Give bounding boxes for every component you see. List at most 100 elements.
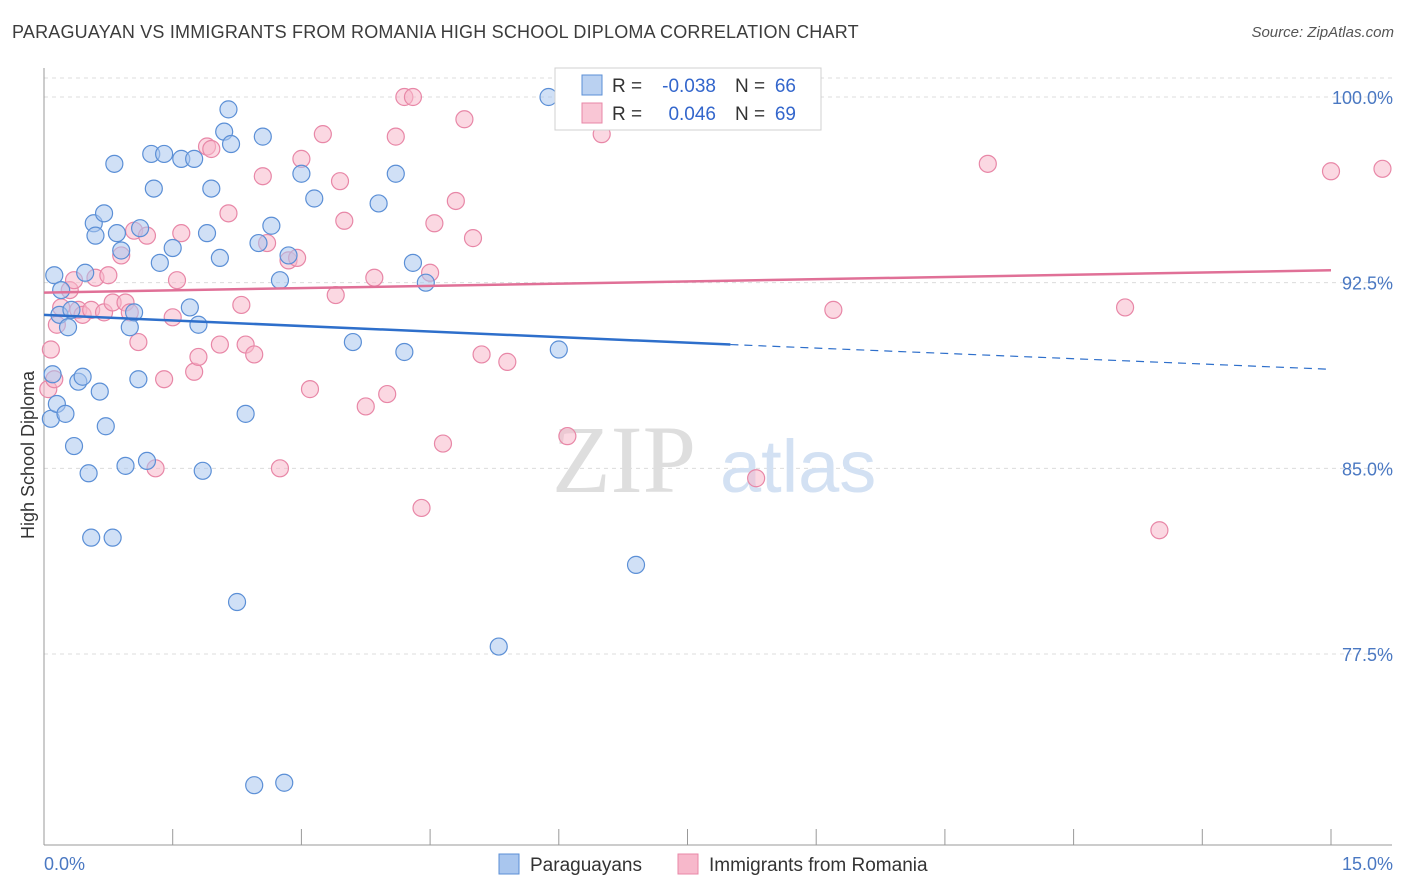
x-tick-label-min: 0.0% [44, 854, 85, 874]
series-legend-swatch-blue [498, 853, 520, 875]
paraguayan-point-44 [219, 100, 238, 119]
romania-point-18 [129, 332, 148, 352]
stats-legend: R = -0.038 N = 66 R = 0.046 N = 69 [554, 67, 822, 131]
romania-point-68 [1373, 159, 1392, 178]
series-legend: Paraguayans Immigrants from Romania [498, 853, 928, 876]
romania-point-56 [455, 110, 474, 129]
paraguayan-point-8 [62, 300, 81, 319]
paraguayan-point-12 [76, 263, 95, 282]
paraguayan-point-41 [202, 179, 221, 198]
y-tick-label-3: 100.0% [1332, 88, 1393, 108]
paraguayan-point-58 [369, 194, 388, 213]
paraguayan-points [41, 87, 646, 795]
paraguayan-point-29 [137, 451, 157, 471]
romania-point-66 [1150, 521, 1169, 540]
paraguayan-point-51 [262, 216, 281, 235]
romania-point-23 [167, 271, 187, 290]
paraguayan-point-55 [292, 164, 311, 183]
romania-point-21 [155, 370, 174, 389]
paraguayan-point-49 [249, 233, 268, 253]
romania-point-46 [365, 268, 384, 287]
romania-point-33 [245, 345, 264, 364]
romania-point-22 [163, 308, 182, 327]
paraguayan-point-9 [64, 436, 84, 456]
romania-point-64 [978, 154, 997, 173]
paraguayan-point-32 [150, 253, 169, 272]
paraguayan-point-53 [275, 773, 294, 792]
paraguayan-point-31 [144, 179, 163, 198]
romania-point-60 [558, 427, 577, 446]
paraguayan-point-38 [189, 315, 208, 334]
x-ticks [172, 829, 1332, 845]
romania-point-41 [313, 125, 332, 144]
romania-point-45 [356, 397, 375, 416]
y-tick-label-0: 77.5% [1342, 645, 1393, 665]
paraguayan-point-52 [270, 271, 290, 290]
paraguayan-point-24 [116, 456, 135, 475]
paraguayan-point-28 [130, 219, 150, 238]
axes [43, 68, 1392, 846]
paraguayan-point-65 [549, 340, 568, 359]
paraguayan-point-2 [45, 266, 64, 285]
stats-legend-r-label-blue: R = [612, 76, 642, 97]
paraguayan-point-23 [112, 241, 131, 260]
romania-trend-line [43, 269, 1332, 294]
paraguayan-point-26 [124, 303, 144, 322]
romania-point-54 [433, 434, 453, 453]
paraguayan-trend-extension [730, 343, 1332, 370]
paraguayan-point-6 [56, 404, 75, 423]
romania-point-58 [472, 345, 491, 364]
paraguayan-point-11 [73, 367, 92, 386]
romania-point-26 [189, 347, 208, 367]
paraguayan-point-54 [279, 246, 298, 265]
stats-legend-r-value-blue: -0.038 [662, 76, 716, 97]
paraguayan-point-36 [180, 298, 199, 317]
romania-point-43 [330, 172, 350, 191]
romania-point-48 [386, 127, 405, 146]
romania-point-65 [1115, 298, 1135, 317]
romania-point-24 [172, 224, 191, 243]
paraguayan-point-60 [395, 342, 414, 362]
romania-point-63 [824, 300, 843, 319]
paraguayan-point-59 [386, 164, 405, 183]
paraguayan-point-34 [163, 238, 182, 258]
paraguayan-point-33 [155, 144, 174, 164]
paraguayan-trend-line [43, 313, 731, 346]
stats-legend-n-label-pink: N = [735, 104, 765, 125]
series-legend-swatch-pink [677, 853, 699, 875]
paraguayan-point-46 [227, 592, 247, 612]
romania-point-34 [253, 167, 272, 186]
stats-legend-r-value-pink: 0.046 [668, 104, 716, 125]
stats-legend-r-label-pink: R = [612, 104, 642, 125]
source-credit: Source: ZipAtlas.com [1251, 24, 1394, 41]
stats-legend-n-label-blue: N = [735, 76, 765, 97]
paraguayan-point-18 [94, 204, 114, 223]
series-legend-label-blue: Paraguayans [530, 855, 642, 876]
romania-point-44 [335, 211, 354, 230]
paraguayan-point-40 [197, 224, 217, 243]
romania-point-55 [446, 191, 465, 211]
paraguayan-point-56 [305, 189, 324, 208]
paraguayan-point-13 [79, 464, 98, 483]
romania-point-53 [425, 214, 444, 233]
stats-legend-swatch-pink [581, 102, 603, 124]
paraguayan-point-27 [129, 370, 148, 389]
romania-point-59 [498, 352, 517, 371]
stats-legend-n-value-blue: 66 [775, 76, 796, 97]
chart-title: PARAGUAYAN VS IMMIGRANTS FROM ROMANIA HI… [12, 22, 859, 42]
paraguayan-point-50 [253, 127, 272, 146]
paraguayan-point-5 [52, 280, 71, 300]
paraguayan-point-16 [86, 226, 105, 245]
paraguayan-point-63 [489, 637, 508, 656]
paraguayan-point-64 [539, 87, 558, 107]
paraguayan-point-20 [103, 528, 122, 547]
romania-point-67 [1321, 162, 1341, 181]
stats-legend-swatch-blue [581, 74, 603, 96]
grid-lines [44, 77, 1392, 655]
romania-point-1 [41, 340, 60, 359]
paraguayan-point-21 [105, 154, 124, 173]
trend-lines [43, 269, 1332, 370]
romania-point-57 [463, 229, 483, 248]
paraguayan-point-66 [626, 555, 646, 574]
